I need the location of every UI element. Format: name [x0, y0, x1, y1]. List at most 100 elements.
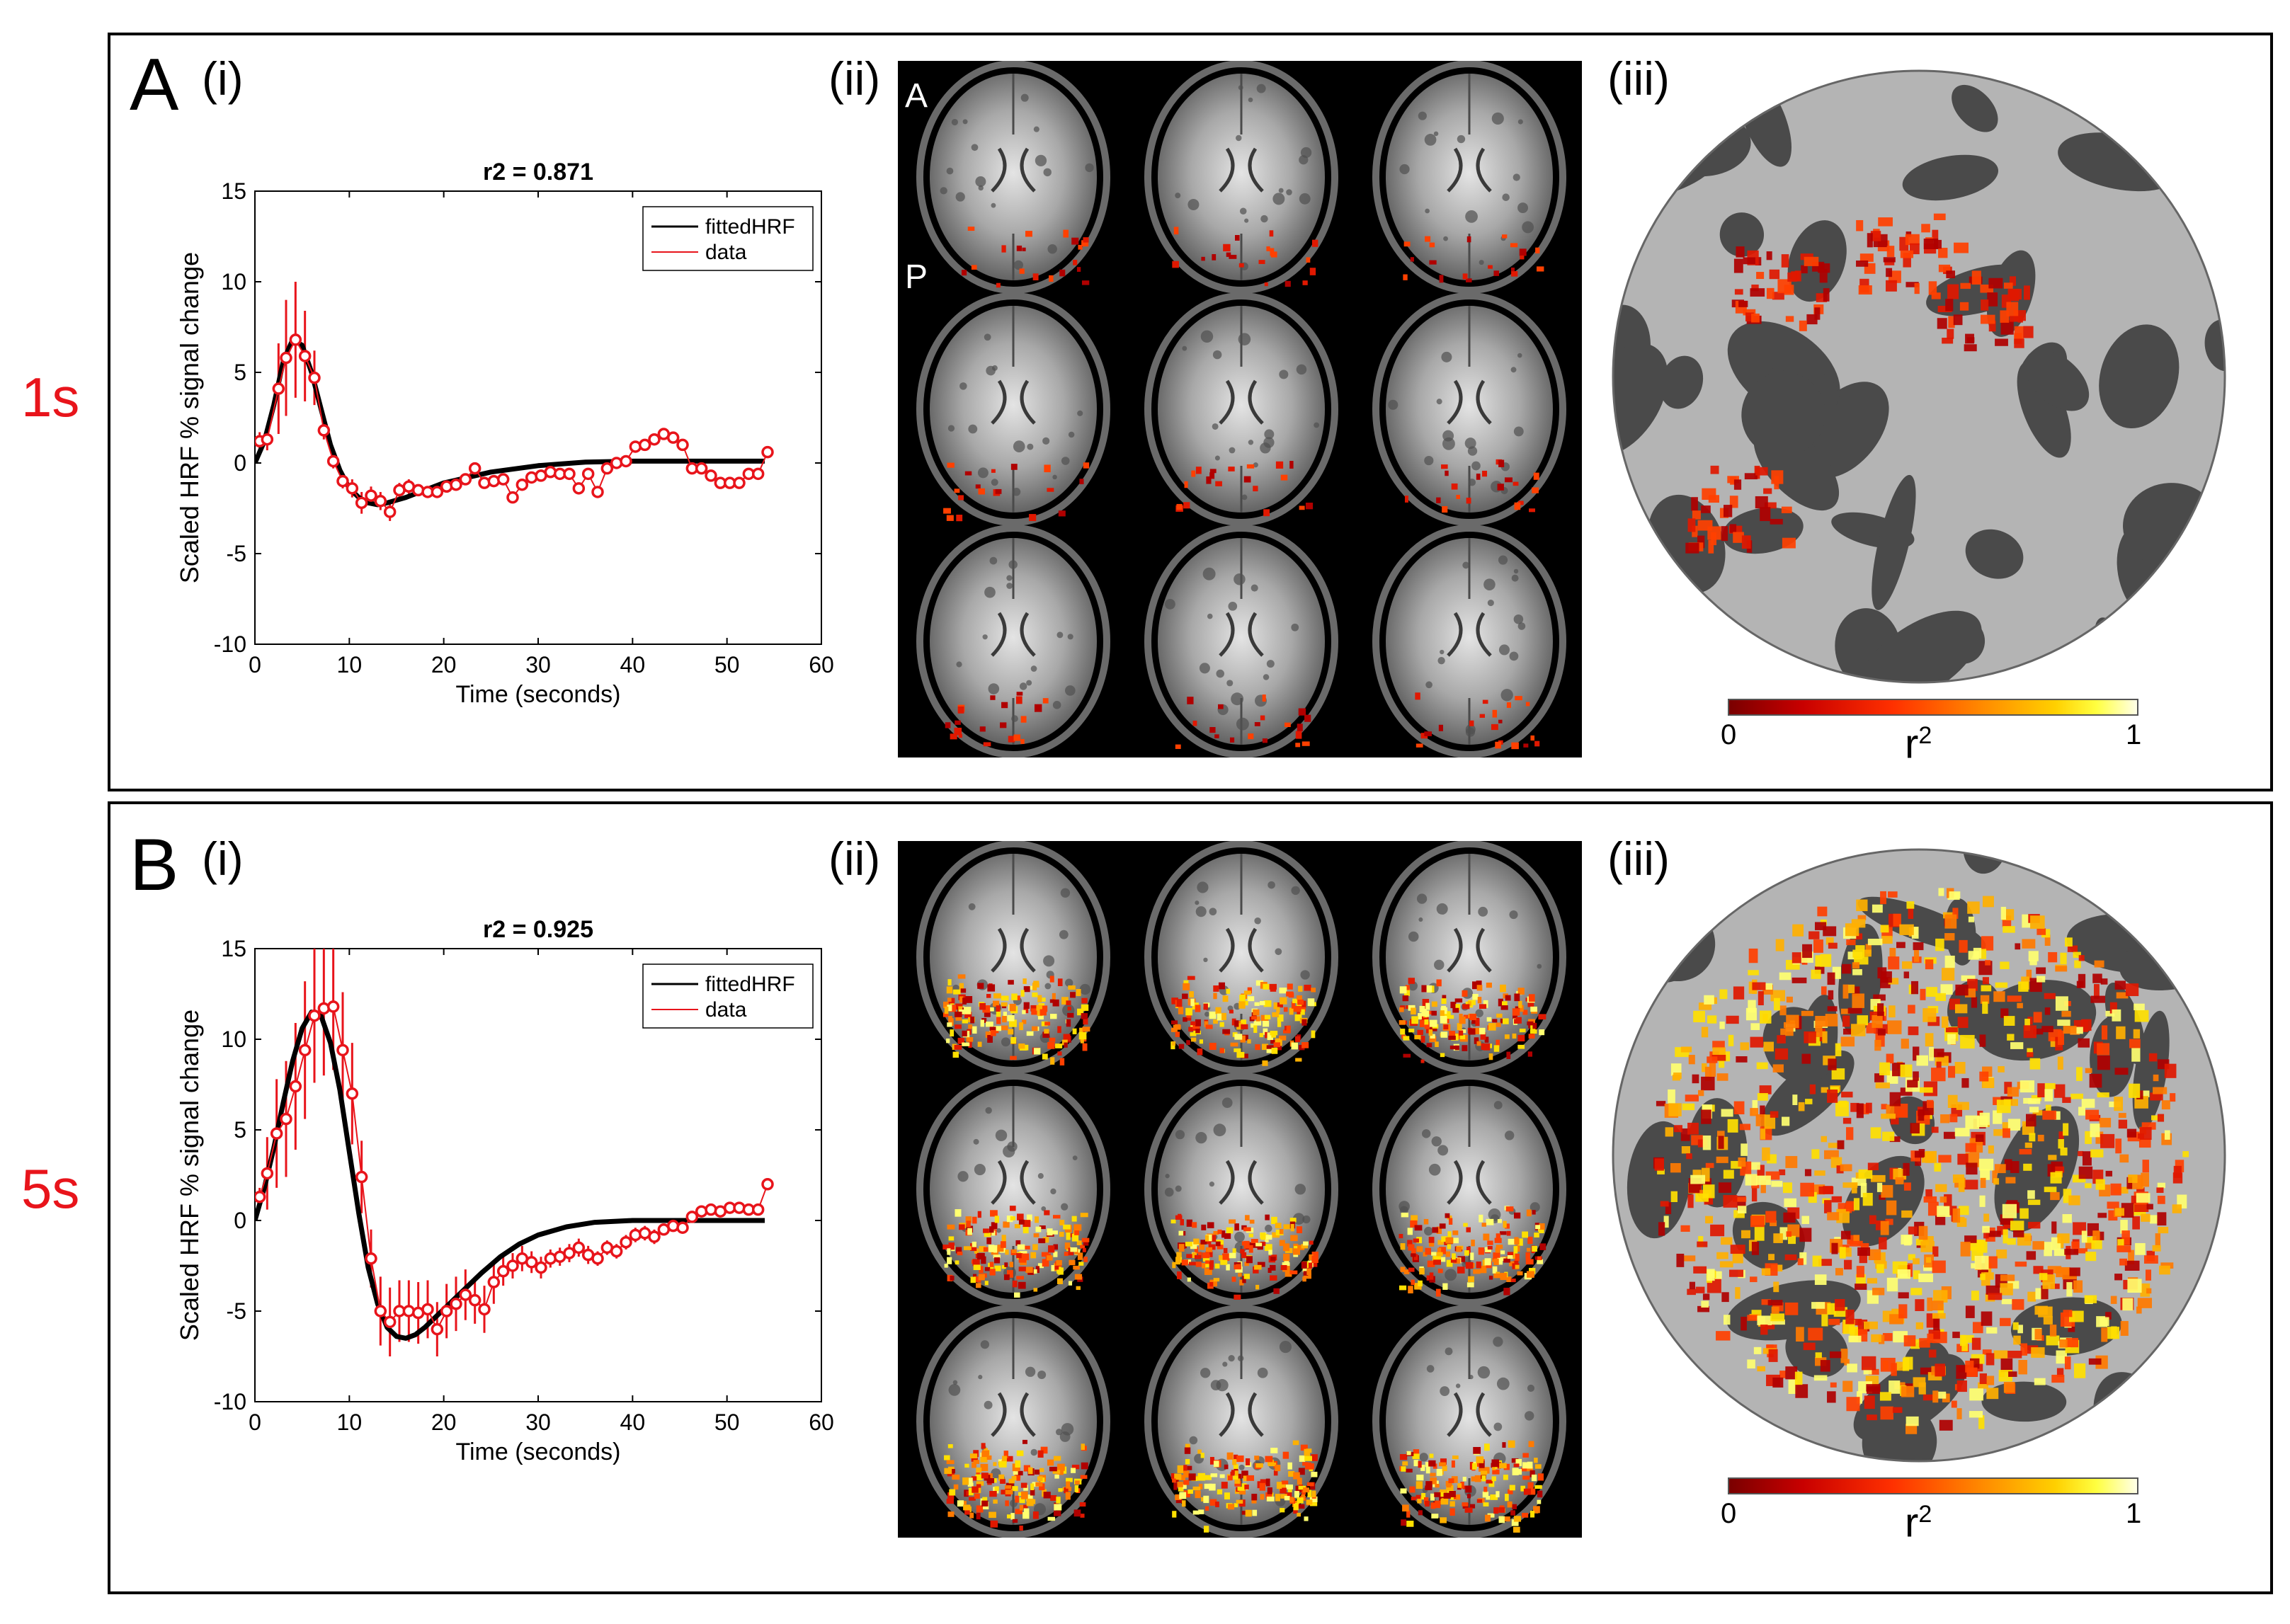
legend-box — [642, 206, 814, 271]
data-point — [468, 1293, 482, 1307]
data-point — [411, 484, 425, 497]
data-point — [761, 1178, 774, 1191]
y-tick-label: -5 — [227, 1298, 246, 1324]
orientation-anterior: A — [905, 77, 928, 115]
data-point — [459, 1288, 472, 1301]
data-point — [255, 1190, 266, 1203]
brain-slice — [916, 1305, 1110, 1538]
y-tick-label: 10 — [221, 1027, 246, 1052]
brain-panel-1s: A P — [898, 61, 1582, 757]
colorbar-max-1s: 1 — [2126, 719, 2142, 750]
data-point — [374, 1305, 387, 1317]
x-tick-label: 10 — [337, 1409, 363, 1435]
data-point — [695, 1205, 708, 1218]
brain-slice — [1372, 1073, 1566, 1306]
y-axis-label: Scaled HRF % signal change — [175, 252, 204, 583]
data-point — [450, 478, 462, 491]
legend-label-data: data — [705, 998, 747, 1022]
data-point — [431, 1322, 444, 1336]
data-point — [629, 440, 642, 453]
sub-label-a-ii: (ii) — [828, 52, 881, 105]
brain-slice — [1144, 292, 1338, 526]
data-point — [506, 1259, 519, 1272]
x-tick-label: 0 — [249, 652, 261, 677]
data-point — [440, 480, 453, 493]
brain-slice — [1372, 525, 1566, 757]
colorbar-min-5s: 0 — [1721, 1498, 1737, 1529]
x-tick-label: 50 — [714, 652, 740, 677]
y-tick-label: 10 — [221, 269, 246, 295]
x-tick-label: 20 — [431, 652, 457, 677]
data-point — [374, 495, 387, 508]
data-point — [648, 1230, 661, 1243]
data-point — [346, 482, 359, 495]
brain-slice — [916, 1073, 1110, 1306]
brain-slice — [1144, 525, 1338, 757]
data-point — [572, 1241, 586, 1254]
data-point — [496, 473, 510, 486]
data-point — [581, 467, 595, 481]
data-point — [336, 474, 349, 488]
data-point — [563, 1247, 576, 1259]
data-point — [620, 1235, 632, 1249]
data-point — [591, 486, 604, 498]
data-point — [705, 1203, 717, 1216]
data-point — [751, 467, 765, 481]
brain-slice — [1144, 1305, 1338, 1538]
data-point — [515, 478, 529, 491]
colorbar-5s — [1728, 1477, 2138, 1494]
y-tick-label: 5 — [234, 1117, 246, 1143]
x-tick-label: 60 — [809, 652, 834, 677]
data-point — [620, 454, 632, 468]
panel-box-b — [108, 801, 2273, 1594]
data-point — [685, 1211, 699, 1223]
data-point — [695, 462, 708, 475]
row-label-1s: 1s — [21, 366, 80, 428]
data-point — [383, 505, 397, 518]
data-point — [468, 462, 482, 475]
data-point — [751, 1203, 765, 1216]
data-point — [383, 1315, 397, 1329]
brain-slice — [1144, 1073, 1338, 1306]
y-tick-label: 5 — [234, 360, 246, 385]
data-point — [459, 473, 472, 486]
brain-slice — [1372, 841, 1566, 1074]
colorbar-max-5s: 1 — [2126, 1498, 2142, 1529]
y-tick-label: -5 — [227, 541, 246, 566]
x-tick-label: 30 — [525, 652, 551, 677]
data-point — [525, 471, 538, 484]
x-tick-label: 0 — [249, 1409, 261, 1435]
data-point — [298, 350, 312, 362]
flatmap-5s — [1612, 848, 2226, 1463]
brain-slice — [916, 61, 1110, 294]
data-point — [317, 424, 331, 437]
data-point — [280, 1112, 292, 1126]
data-point — [289, 1080, 302, 1093]
data-point — [421, 1303, 434, 1316]
brain-slice — [916, 292, 1110, 526]
data-point — [544, 1252, 557, 1265]
sub-label-b-i: (i) — [202, 833, 244, 885]
y-tick-label: 15 — [221, 936, 246, 961]
data-point — [261, 433, 274, 446]
data-point — [298, 1043, 312, 1057]
data-point — [506, 491, 519, 504]
x-axis-label: Time (seconds) — [455, 681, 620, 708]
data-point — [544, 466, 557, 479]
hrf-plot-1s: 0 10 20 30 40 50 60 -10 -5 0 5 10 15 r2 = 0.871 Time (… — [175, 159, 834, 708]
data-point — [336, 1043, 349, 1057]
brain-slice — [1144, 841, 1338, 1074]
orientation-posterior: P — [905, 258, 928, 296]
data-point — [676, 1221, 689, 1234]
fitted-hrf-line — [255, 1010, 765, 1341]
data-point — [705, 469, 717, 482]
data-point — [666, 1219, 680, 1233]
legend-label-fit: fittedHRF — [705, 215, 795, 239]
data-point — [355, 1170, 368, 1184]
panel-letter-b: B — [130, 824, 179, 906]
data-point — [610, 1245, 623, 1258]
x-tick-label: 50 — [714, 1409, 740, 1435]
data-point — [308, 371, 321, 384]
data-point — [629, 1228, 642, 1242]
